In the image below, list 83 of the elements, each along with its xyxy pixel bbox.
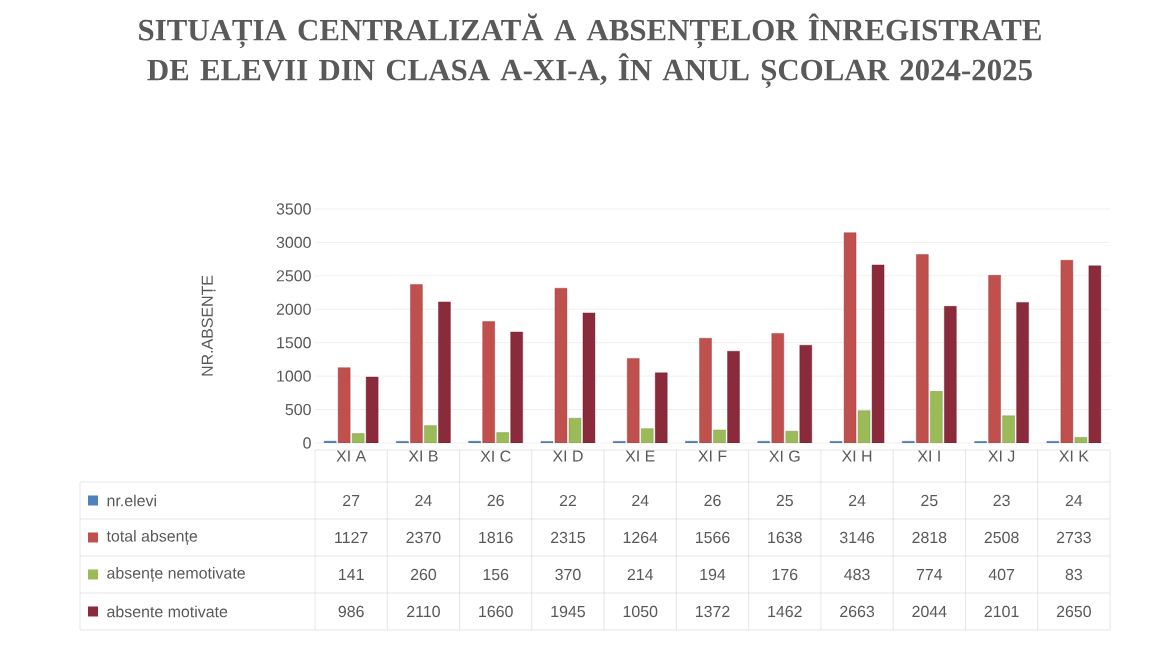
bar [944, 306, 957, 443]
data-label: 1566 [695, 531, 730, 544]
legend-label: nr.elevi [107, 494, 156, 507]
bar [655, 372, 668, 443]
x-tick-label: XI D [552, 450, 583, 462]
data-label: 2663 [840, 605, 875, 618]
data-label: 3146 [839, 531, 875, 544]
bar [482, 321, 495, 443]
data-label: 24 [415, 494, 432, 507]
data-label: 774 [916, 569, 943, 580]
data-label: 2044 [912, 605, 947, 618]
bar [699, 338, 712, 443]
data-label: 24 [632, 494, 649, 507]
data-label: 194 [700, 568, 726, 581]
legend-label: absențe nemotivate [107, 567, 245, 582]
data-label: 2315 [551, 531, 585, 544]
data-label: 1945 [551, 605, 585, 618]
data-label: 25 [776, 494, 793, 507]
data-label: 1816 [479, 531, 513, 544]
data-label: 407 [988, 568, 1015, 581]
data-label: 370 [555, 568, 581, 581]
data-label: 2508 [984, 531, 1019, 544]
data-label: 22 [559, 494, 577, 507]
data-label: 1264 [623, 531, 658, 544]
data-label: 2110 [407, 605, 440, 618]
bar [771, 333, 784, 443]
y-tick-label: 3500 [276, 203, 311, 215]
x-tick-label: XI C [480, 450, 511, 462]
data-label: 1372 [695, 605, 730, 618]
data-label: 27 [343, 494, 360, 507]
data-label: 24 [848, 494, 866, 507]
data-label: 141 [339, 569, 364, 580]
x-tick-label: XI A [336, 450, 367, 462]
data-label: 2101 [984, 605, 1019, 618]
data-label: 1050 [623, 605, 658, 618]
x-tick-label: XI J [988, 450, 1015, 462]
bar [799, 345, 812, 443]
y-axis-title: NR.ABSENȚE [201, 275, 217, 376]
bar [438, 301, 451, 443]
data-label: 1462 [768, 605, 802, 618]
x-tick-label: XI G [769, 450, 800, 462]
chart-title: SITUAȚIA CENTRALIZATĂ A ABSENȚELOR ÎNREGISTRATE DE ELEVII DIN CLASA A-XI-A, ÎN ANUL ȘCOLAR 2024-2025 [139, 13, 1041, 89]
legend-label: total absențe [106, 530, 198, 545]
data-label: 1638 [768, 531, 802, 544]
data-label: 24 [1065, 494, 1083, 507]
bar [410, 284, 423, 443]
data-label: 26 [704, 494, 721, 507]
x-tick-label: XI F [698, 450, 727, 462]
data-label: 83 [1065, 568, 1083, 581]
y-tick-label: 500 [285, 403, 311, 416]
bar [916, 254, 929, 443]
y-tick-label: 2000 [276, 303, 311, 315]
y-tick-label: 3000 [276, 236, 311, 249]
y-tick-label: 1000 [277, 370, 311, 382]
y-tick-label: 1500 [277, 337, 311, 349]
x-tick-label: XI B [408, 450, 438, 462]
data-label: 2650 [1056, 605, 1091, 618]
x-tick-label: XI E [625, 450, 655, 462]
data-label: 214 [627, 568, 654, 581]
bar [627, 358, 640, 443]
data-label: 2370 [406, 531, 441, 544]
data-label: 986 [338, 605, 364, 618]
data-label: 1127 [335, 531, 368, 544]
data-label: 26 [487, 494, 504, 507]
x-tick-label: XI K [1059, 450, 1089, 462]
data-label: 25 [921, 494, 938, 507]
x-tick-label: XI H [841, 450, 872, 462]
bar [727, 351, 740, 443]
data-label: 156 [483, 568, 509, 581]
bar [510, 331, 523, 443]
bar [1016, 302, 1029, 443]
legend-label: absente motivate [107, 605, 228, 618]
y-tick-label: 0 [303, 437, 311, 449]
y-tick-label: 2500 [276, 270, 311, 282]
data-label: 2733 [1056, 531, 1091, 544]
bar [988, 275, 1001, 443]
data-label: 1660 [479, 605, 513, 618]
data-label: 260 [410, 568, 437, 581]
data-label: 2818 [912, 531, 947, 544]
data-label: 483 [844, 568, 870, 581]
data-label: 176 [772, 568, 798, 581]
data-label: 23 [993, 494, 1010, 507]
x-tick-label: XI I [917, 450, 940, 462]
